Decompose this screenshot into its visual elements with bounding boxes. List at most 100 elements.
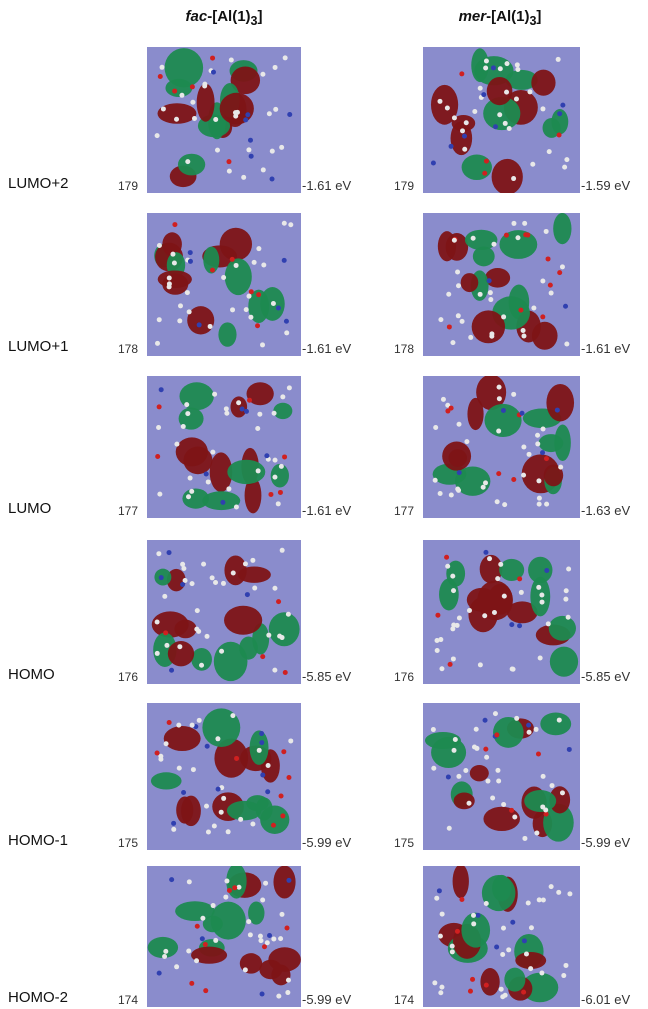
orbital-lobe (464, 229, 498, 250)
atom (564, 341, 570, 347)
atom (567, 891, 573, 897)
molecule (151, 547, 300, 682)
atom (517, 576, 523, 582)
atom (166, 550, 172, 556)
orbital-lobe (227, 459, 266, 485)
atom (539, 599, 545, 605)
orbital-lobe (167, 641, 195, 667)
atom (207, 323, 213, 329)
atom (239, 406, 245, 412)
orbital-lobe (430, 84, 459, 125)
orbital-lobe (553, 213, 572, 245)
atom (496, 471, 502, 477)
atom (166, 281, 172, 287)
atom (546, 149, 552, 155)
orbital-lobe (554, 424, 571, 462)
atom (563, 596, 569, 602)
atom (497, 112, 503, 118)
atom (255, 468, 261, 474)
atom (534, 830, 540, 836)
atom (521, 989, 527, 995)
atom (543, 811, 549, 817)
atom (259, 731, 265, 737)
atom (205, 479, 211, 485)
orbital-lobe (515, 951, 547, 970)
atom (434, 648, 440, 654)
atom (522, 835, 528, 841)
atom (194, 958, 200, 964)
atom (196, 717, 202, 723)
atom (488, 297, 494, 303)
atom (166, 275, 172, 281)
orbital-energy: -1.63 eV (581, 503, 631, 518)
atom (250, 821, 256, 827)
atom (517, 623, 523, 629)
atom (218, 809, 224, 815)
atom (497, 66, 503, 72)
atom (434, 637, 440, 643)
atom (248, 289, 254, 295)
atom (435, 612, 441, 618)
orbital-lobe (452, 866, 469, 899)
atom (226, 168, 232, 174)
atom (521, 333, 527, 339)
orbital-energy: -5.99 eV (302, 992, 352, 1007)
orbital-number: 175 (394, 836, 415, 850)
atom (459, 897, 465, 903)
atom (190, 99, 196, 105)
atom (473, 726, 479, 732)
atom (556, 889, 562, 895)
atom (535, 751, 541, 757)
atom (439, 911, 445, 917)
orbital-lobe (466, 587, 497, 612)
atom (466, 800, 472, 806)
atom (549, 783, 555, 789)
orbital-lobe (546, 384, 575, 422)
orbital-lobe (268, 947, 301, 972)
atom (224, 410, 230, 416)
atom (177, 318, 183, 324)
atom (196, 322, 202, 328)
atom (169, 667, 175, 673)
orbital-panel (423, 47, 580, 193)
header-text: -[Al(1) (207, 8, 251, 25)
atom (221, 795, 227, 801)
atom (163, 948, 169, 954)
atom (260, 897, 266, 903)
atom (554, 407, 560, 413)
orbital-panel (423, 213, 580, 356)
atom (238, 816, 244, 822)
atom (191, 116, 197, 122)
atom (174, 964, 180, 970)
atom (440, 396, 446, 402)
atom (436, 888, 442, 894)
atom (519, 410, 525, 416)
orbital-lobe (505, 69, 538, 90)
atom (521, 938, 527, 944)
atom (260, 71, 266, 77)
atom (219, 648, 225, 654)
atom (547, 282, 553, 288)
orbital-lobe (249, 730, 269, 765)
atom (286, 385, 292, 391)
atom (241, 174, 247, 180)
atom (250, 557, 256, 563)
atom (171, 826, 177, 832)
atom (177, 644, 183, 650)
orbital-lobe (177, 153, 206, 176)
atom (265, 762, 271, 768)
atom (279, 547, 285, 553)
atom (487, 290, 493, 296)
atom (464, 439, 470, 445)
atom (483, 480, 489, 486)
atom (515, 67, 521, 73)
atom (555, 56, 561, 62)
orbital-lobe (524, 790, 557, 812)
atom (511, 391, 517, 397)
atom (256, 747, 262, 753)
atom (226, 159, 232, 165)
atom (232, 885, 238, 891)
atom (246, 293, 252, 299)
atom (451, 588, 457, 594)
atom (502, 992, 508, 998)
